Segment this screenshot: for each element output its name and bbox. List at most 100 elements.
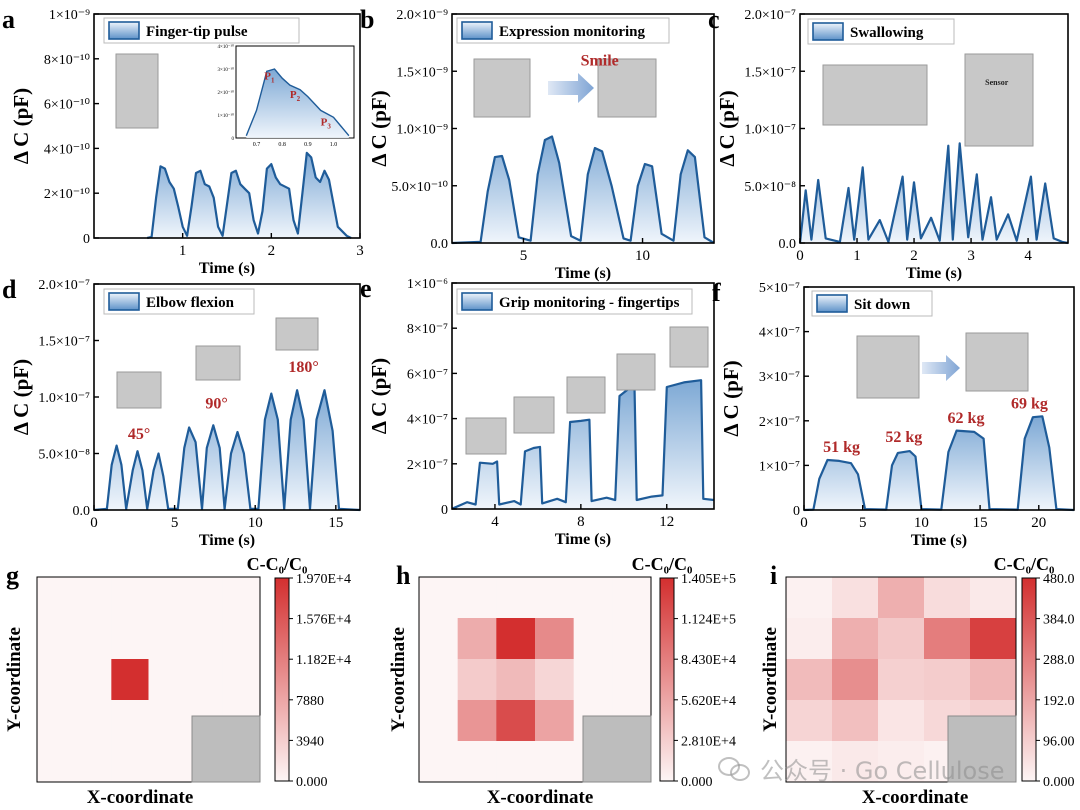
data-area bbox=[452, 380, 714, 509]
data-area bbox=[804, 416, 1074, 510]
photo-placeholder bbox=[115, 53, 159, 129]
y-axis-label: Δ C (pF) bbox=[367, 90, 391, 166]
colorbar-tick-label: 480.0 bbox=[1043, 572, 1075, 587]
inset-area bbox=[246, 69, 349, 138]
heatmap-cell bbox=[148, 741, 187, 783]
annotation-label: 180° bbox=[288, 359, 318, 376]
x-tick-label: 10 bbox=[914, 515, 929, 531]
heatmap-cell bbox=[832, 577, 879, 619]
heatmap-cell bbox=[457, 741, 497, 783]
colorbar bbox=[1021, 577, 1037, 782]
panel-letter: g bbox=[6, 561, 19, 590]
y-tick-label: 0.0 bbox=[73, 504, 91, 519]
peak-label: P1 bbox=[264, 70, 275, 84]
colorbar-title: C-C₀/C₀ bbox=[247, 554, 308, 574]
plot-frame bbox=[803, 286, 1075, 511]
heatmap-cell bbox=[37, 700, 75, 742]
heatmap-frame bbox=[418, 576, 652, 783]
panel-b: b 0.0 5.0×10⁻¹⁰ 1.0×10⁻⁹ 1.5×10⁻⁹ 2.0×10⁻⁹ 5 10… bbox=[360, 5, 715, 282]
peak-label: P2 bbox=[290, 89, 301, 103]
y-tick-label: 6×10⁻⁷ bbox=[407, 367, 448, 382]
heatmap-cell bbox=[74, 659, 112, 701]
heatmap-cell bbox=[74, 618, 112, 660]
x-tick-label: 3 bbox=[967, 248, 975, 264]
annotation-label: Smile bbox=[581, 53, 619, 70]
y-tick-label: 2.0×10⁻⁷ bbox=[744, 8, 796, 23]
colorbar-tick-label: 1.970E+4 bbox=[296, 572, 351, 587]
annotation-label: Sensor bbox=[985, 78, 1009, 87]
x-tick-label: 10 bbox=[635, 248, 650, 264]
colorbar-tick-label: 5.620E+4 bbox=[681, 694, 736, 709]
heatmap-cell bbox=[573, 618, 613, 660]
inset-y-tick-label: 1×10⁻¹⁰ bbox=[218, 113, 234, 119]
heatmap-cell bbox=[148, 659, 187, 701]
photo-placeholder bbox=[964, 53, 1034, 147]
heatmap-cell bbox=[970, 618, 1017, 660]
photo-placeholder bbox=[473, 58, 531, 118]
plot-frame bbox=[93, 13, 361, 239]
x-axis-label: Time (s) bbox=[555, 531, 611, 548]
legend-swatch bbox=[108, 292, 140, 311]
heatmap-cell bbox=[573, 577, 613, 619]
data-line bbox=[798, 142, 1069, 245]
colorbar-title: C-C₀/C₀ bbox=[632, 554, 693, 574]
heatmap-cell bbox=[37, 577, 75, 619]
y-tick-label: 6×10⁻¹⁰ bbox=[44, 98, 90, 113]
x-axis-label: X-coordinate bbox=[487, 787, 594, 808]
x-tick-label: 2 bbox=[910, 248, 918, 264]
colorbar-tick-label: 288.0 bbox=[1043, 653, 1075, 668]
data-line bbox=[93, 389, 361, 512]
panel-a: a 0 2×10⁻¹⁰ 4×10⁻¹⁰ 6×10⁻¹⁰ 8×10⁻¹⁰ 1×10⁻⁹ 1 2 3 T… bbox=[2, 5, 364, 277]
panel-c: c 0.0 5.0×10⁻⁸ 1.0×10⁻⁷ 1.5×10⁻⁷ 2.0×10⁻⁷ 0 1 2 3… bbox=[708, 5, 1069, 282]
legend-swatch bbox=[461, 21, 493, 40]
legend-swatch bbox=[461, 292, 493, 311]
heatmap-cell bbox=[924, 659, 971, 701]
y-tick-label: 2.0×10⁻⁹ bbox=[396, 8, 448, 23]
y-tick-label: 0 bbox=[83, 232, 90, 247]
y-tick-label: 2.0×10⁻⁷ bbox=[38, 278, 90, 293]
y-tick-label: 8×10⁻¹⁰ bbox=[44, 53, 90, 68]
y-tick-label: 1.0×10⁻⁷ bbox=[38, 391, 90, 406]
photo-placeholder bbox=[191, 715, 261, 783]
legend-label: Grip monitoring - fingertips bbox=[499, 295, 680, 311]
x-tick-label: 4 bbox=[491, 514, 499, 530]
annotation-label: 51 kg bbox=[823, 439, 860, 456]
y-tick-label: 0 bbox=[793, 504, 800, 519]
inset-x-tick-label: 0.8 bbox=[278, 142, 286, 148]
heatmap-cell bbox=[111, 741, 149, 783]
heatmap-cell bbox=[832, 618, 879, 660]
annotation-label: 62 kg bbox=[948, 410, 985, 427]
photo-placeholder bbox=[597, 58, 657, 118]
data-line bbox=[451, 379, 715, 510]
heatmap-cell bbox=[74, 577, 112, 619]
annotation-label: 90° bbox=[205, 395, 227, 412]
annotation-label: 52 kg bbox=[885, 429, 922, 446]
heatmap-cell bbox=[111, 618, 149, 660]
heatmap-cell bbox=[148, 577, 187, 619]
legend-label: Sit down bbox=[854, 297, 911, 313]
x-tick-label: 5 bbox=[520, 248, 528, 264]
heatmap-cell bbox=[457, 618, 497, 660]
data-line bbox=[451, 135, 715, 245]
x-axis-label: Time (s) bbox=[555, 265, 611, 282]
x-tick-label: 0 bbox=[796, 248, 804, 264]
y-tick-label: 4×10⁻⁷ bbox=[407, 413, 448, 428]
photo-placeholder bbox=[582, 715, 652, 783]
y-tick-label: 1.0×10⁻⁹ bbox=[396, 123, 448, 138]
heatmap-cell bbox=[924, 577, 971, 619]
photo-placeholder bbox=[465, 417, 507, 455]
legend-label: Finger-tip pulse bbox=[146, 24, 248, 40]
x-tick-label: 20 bbox=[1031, 515, 1046, 531]
heatmap-cell bbox=[496, 700, 536, 742]
legend-swatch bbox=[816, 294, 848, 313]
heatmap-cell bbox=[457, 700, 497, 742]
heatmap-cell bbox=[573, 659, 613, 701]
colorbar-title: C-C₀/C₀ bbox=[994, 554, 1055, 574]
heatmap-cell bbox=[535, 577, 575, 619]
y-tick-label: 2×10⁻¹⁰ bbox=[44, 187, 90, 202]
inset-x-tick-label: 1.0 bbox=[330, 142, 338, 148]
data-area bbox=[94, 390, 360, 510]
y-tick-label: 0.0 bbox=[779, 237, 797, 252]
data-line bbox=[146, 151, 352, 240]
